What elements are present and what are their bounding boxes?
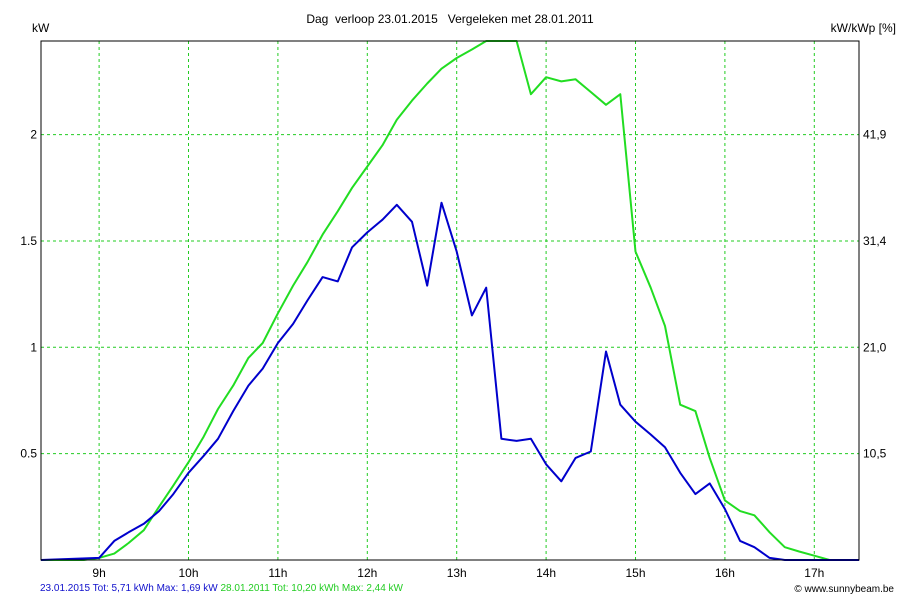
x-tick-label: 10h xyxy=(178,566,198,580)
grid xyxy=(41,41,859,560)
y-axis-label-left: kW xyxy=(32,21,50,35)
x-tick-label: 11h xyxy=(268,566,287,580)
x-tick-label: 9h xyxy=(92,566,105,580)
y-tick-label-left: 2 xyxy=(30,128,37,142)
x-tick-label: 15h xyxy=(625,566,645,580)
y-tick-label-right: 31,4 xyxy=(863,234,887,248)
y-tick-label-left: 0.5 xyxy=(20,447,37,461)
series-lines xyxy=(40,40,859,561)
legend: 23.01.2015 Tot: 5,71 kWh Max: 1,69 kW 28… xyxy=(40,583,403,594)
tick-labels: 9h 10h 11h 12h 13h 14h 15h 16h 17h 0.5 10,5 1 21,0 1.… xyxy=(20,128,886,580)
y-tick-label-right: 21,0 xyxy=(863,340,887,354)
legend-entry-2011: 28.01.2011 Tot: 10,20 kWh Max: 2,44 kW xyxy=(220,583,403,594)
y-tick-label-right: 41,9 xyxy=(863,128,887,142)
series-line-2015 xyxy=(40,201,859,561)
x-tick-label: 16h xyxy=(715,566,735,580)
y-tick-label-left: 1 xyxy=(30,340,37,354)
y-tick-label-left: 1.5 xyxy=(20,234,37,248)
y-tick-label-right: 10,5 xyxy=(863,447,887,461)
x-tick-label: 14h xyxy=(536,566,556,580)
legend-entry-2015: 23.01.2015 Tot: 5,71 kWh Max: 1,69 kW xyxy=(40,583,218,594)
x-tick-label: 12h xyxy=(357,566,377,580)
credit-text: © www.sunnybeam.be xyxy=(794,584,894,595)
series-line-2011 xyxy=(41,40,859,561)
x-tick-label: 13h xyxy=(447,566,467,580)
x-tick-label: 17h xyxy=(804,566,824,580)
chart-title: Dag verloop 23.01.2015 Vergeleken met 28… xyxy=(306,12,594,26)
y-axis-label-right: kW/kWp [%] xyxy=(831,21,896,35)
plot-frame xyxy=(40,40,860,561)
